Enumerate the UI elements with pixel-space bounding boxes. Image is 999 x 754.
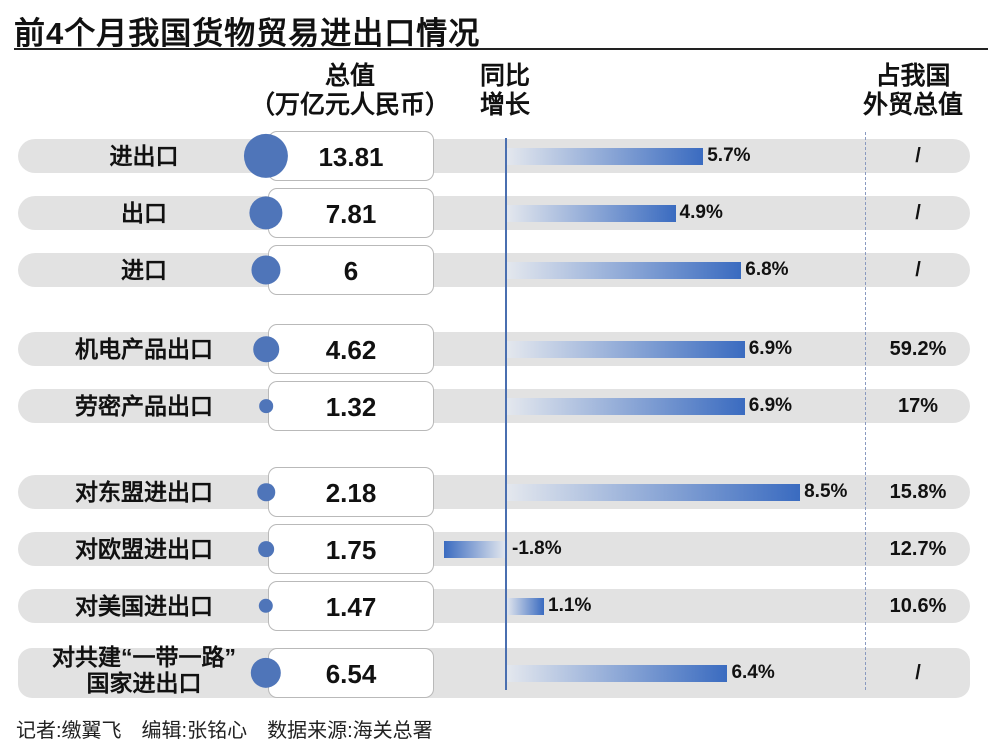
- header-total-line1: 总值: [324, 62, 375, 90]
- header-total-line2: （万亿元人民币）: [249, 91, 450, 119]
- share-value: /: [915, 662, 921, 684]
- row-label-line: 国家进出口: [86, 670, 202, 696]
- share-value: /: [915, 145, 921, 167]
- total-value: 1.47: [268, 581, 434, 631]
- total-bubble: [243, 133, 289, 179]
- total-value: 4.62: [268, 324, 434, 374]
- growth-bar: [506, 341, 745, 358]
- growth-bar: [506, 205, 676, 222]
- row-label: 进口: [121, 257, 167, 283]
- total-bubble: [249, 196, 283, 230]
- total-value: 6.54: [268, 648, 434, 698]
- total-bubble: [257, 483, 275, 501]
- total-value: 1.75: [268, 524, 434, 574]
- share-value: /: [915, 202, 921, 224]
- header-share: 占我国 外贸总值: [848, 62, 978, 120]
- growth-bar: [506, 598, 545, 615]
- header-growth: 同比 增长: [462, 62, 548, 120]
- growth-bar: [506, 262, 742, 279]
- share-divider-line: [865, 132, 866, 690]
- row-label: 机电产品出口: [75, 336, 213, 362]
- header-growth-line2: 增长: [479, 91, 530, 119]
- row-label: 出口: [121, 200, 167, 226]
- growth-label: 6.9%: [748, 395, 793, 416]
- growth-label: 1.1%: [548, 595, 592, 616]
- growth-bar: [506, 484, 801, 501]
- total-value: 7.81: [268, 188, 434, 238]
- row-label: 进出口: [109, 143, 179, 169]
- total-bubble: [251, 255, 281, 285]
- growth-label: -1.8%: [512, 538, 562, 559]
- total-value: 2.18: [268, 467, 434, 517]
- row-background: [18, 589, 970, 623]
- chart-title: 前4个月我国货物贸易进出口情况: [14, 16, 481, 51]
- row-background: [18, 389, 970, 423]
- zero-axis-line: [505, 138, 507, 690]
- header-growth-line1: 同比: [479, 62, 530, 90]
- total-bubble: [253, 336, 279, 362]
- total-bubble: [250, 657, 282, 689]
- share-value: /: [915, 259, 921, 281]
- row-background: [18, 475, 970, 509]
- title-rule: [14, 48, 988, 50]
- total-value: 1.32: [268, 381, 434, 431]
- total-value: 13.81: [268, 131, 434, 181]
- growth-label: 4.9%: [679, 202, 723, 223]
- share-value: 59.2%: [889, 338, 947, 360]
- growth-label: 5.7%: [707, 145, 751, 166]
- growth-bar: [443, 541, 506, 558]
- row-label: 对美国进出口: [75, 593, 213, 619]
- share-value: 10.6%: [889, 595, 947, 617]
- total-bubble: [258, 598, 274, 614]
- share-value: 15.8%: [889, 481, 947, 503]
- growth-bar: [506, 398, 745, 415]
- header-share-line1: 占我国: [875, 62, 951, 90]
- row-background: [18, 139, 970, 173]
- row-label: 劳密产品出口: [75, 393, 213, 419]
- row-label-line: 对共建“一带一路”: [52, 644, 236, 670]
- row-label: 对共建“一带一路” 国家进出口: [18, 644, 270, 702]
- row-background: [18, 332, 970, 366]
- growth-label: 8.5%: [804, 481, 848, 502]
- row-background: [18, 196, 970, 230]
- share-value: 12.7%: [889, 538, 947, 560]
- growth-bar: [506, 148, 704, 165]
- row-label: 对东盟进出口: [75, 479, 213, 505]
- header-total: 总值 （万亿元人民币）: [245, 62, 455, 120]
- growth-bar: [506, 665, 728, 682]
- header-share-line2: 外贸总值: [862, 91, 963, 119]
- row-background: [18, 648, 970, 698]
- row-label: 对欧盟进出口: [75, 536, 213, 562]
- total-bubble: [258, 541, 274, 557]
- growth-label: 6.9%: [748, 338, 793, 359]
- row-background: [18, 253, 970, 287]
- growth-label: 6.8%: [745, 259, 789, 280]
- total-bubble: [259, 399, 273, 413]
- share-value: 17%: [897, 395, 939, 417]
- footer-credits: 记者:缴翼飞 编辑:张铭心 数据来源:海关总署: [16, 720, 433, 742]
- growth-label: 6.4%: [731, 662, 775, 683]
- total-value: 6: [268, 245, 434, 295]
